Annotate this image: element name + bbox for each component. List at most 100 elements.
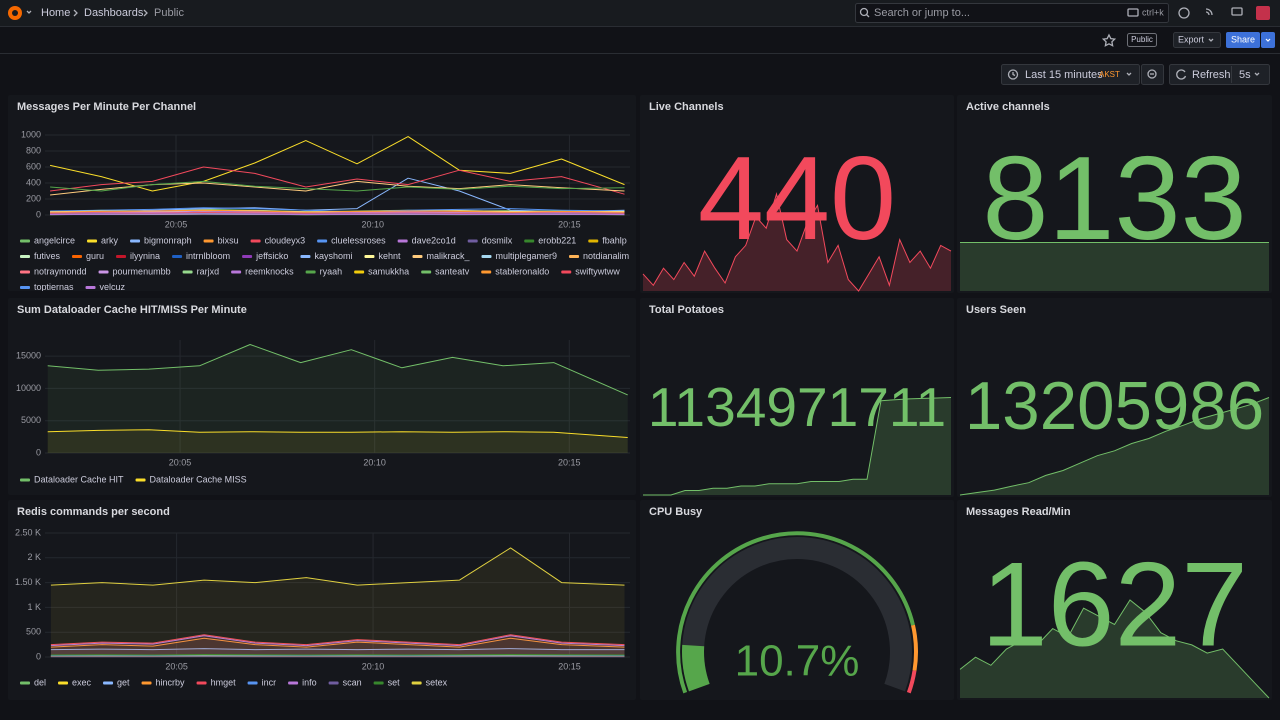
x-tick-label: 20:15 [558,219,581,229]
y-tick-label: 0 [36,209,41,219]
legend-swatch [364,255,375,258]
series-area [50,634,625,657]
x-tick-label: 20:15 [558,661,581,671]
avatar[interactable] [1256,6,1270,20]
panel: Messages Per Minute Per Channel 0 200 400 60… [8,95,636,291]
legend-swatch [231,270,242,274]
star-icon[interactable] [1101,33,1117,47]
series-line [50,655,625,657]
kiosk-icon[interactable] [1231,7,1243,16]
logo-core [12,10,18,16]
legend-swatch [288,681,299,685]
x-tick-label: 20:10 [361,219,384,229]
help-icon[interactable] [1178,7,1190,19]
panel-background [8,95,636,291]
y-tick-label: 500 [26,627,41,637]
series-line [50,547,625,586]
legend-label: set [388,677,401,687]
share-button[interactable] [1226,32,1260,48]
y-tick-label: 1000 [21,129,41,139]
sparkline-area [643,397,951,495]
news-icon[interactable] [1205,8,1213,16]
gauge-value [682,644,710,692]
legend-label: arky [101,235,119,245]
legend-label: bigmonraph [144,235,192,245]
search-box[interactable] [855,3,1169,23]
series-line [50,635,625,647]
gauge-track [682,536,912,692]
legend-swatch [247,681,258,685]
legend-label: samukkha [368,266,409,276]
logo-chevron[interactable] [26,10,32,14]
series-line [50,212,625,214]
legend-label: reemknocks [245,266,294,276]
time-picker[interactable] [1001,64,1140,85]
panel-title: Sum Dataloader Cache HIT/MISS Per Minute [17,304,247,316]
sparkline [642,192,952,292]
legend-swatch [196,681,207,685]
y-tick-label: 2.50 K [15,527,41,537]
y-tick-label: 800 [26,145,41,155]
legend-label: info [302,677,317,687]
chevron [1265,38,1271,42]
export-label[interactable]: Export [1178,34,1205,44]
y-tick-label: 0 [36,651,41,661]
legend-label: fbahlp [602,235,627,245]
y-tick-label: 10000 [16,383,41,393]
legend-label: jeffsicko [255,251,288,261]
legend-label: hincrby [156,677,186,687]
breadcrumb[interactable]: Home [41,7,70,19]
series-line [50,213,625,215]
legend-label: erobb221 [538,235,576,245]
y-tick-label: 1 K [27,602,41,612]
gauge-threshold [911,624,918,671]
legend-label: incr [262,677,277,687]
search-placeholder[interactable]: Search or jump to... [874,7,970,19]
legend-label: stableronaldo [495,266,549,276]
sparkline-area [960,242,1269,291]
legend-swatch [87,239,98,243]
panel: Sum Dataloader Cache HIT/MISS Per Minute… [8,298,636,495]
y-tick-label: 15000 [16,351,41,361]
x-tick-label: 20:10 [362,661,385,671]
series-line [50,637,625,648]
legend-swatch [130,239,141,243]
panel-background [957,298,1272,497]
legend-label: Dataloader Cache HIT [34,474,124,484]
share-label[interactable]: Share [1231,34,1255,44]
breadcrumb[interactable]: Dashboards [84,7,144,19]
legend-swatch [421,270,432,274]
legend-swatch [481,270,492,274]
legend-swatch [58,681,69,685]
time-range[interactable]: Last 15 minutes [1025,69,1103,81]
refresh-interval[interactable]: 5s [1239,69,1251,81]
export-button[interactable] [1173,32,1221,48]
series-area [50,635,625,657]
legend-label: ryaah [320,266,343,276]
legend-swatch [588,239,599,243]
legend-label: bixsu [218,235,239,245]
y-tick-label: 0 [36,447,41,457]
sparkline [959,397,1270,496]
panel: CPU Busy 10.7% [640,500,954,700]
legend-swatch [317,239,328,243]
legend-swatch [481,255,492,258]
legend-label: cluelessroses [331,235,386,245]
x-tick-label: 20:15 [558,457,581,467]
share-dropdown[interactable] [1261,32,1275,48]
refresh-button[interactable] [1169,64,1270,85]
legend-swatch [411,681,422,685]
legend-label: cloudeyx3 [265,235,306,245]
legend-label: santeatv [435,266,470,276]
legend-swatch [103,681,114,685]
refresh-label[interactable]: Refresh [1192,69,1231,81]
series-line [50,654,625,656]
panel: Redis commands per second 0 500 1 K 1.50 K 2 … [8,500,636,700]
sparkline-area [960,397,1269,495]
keyboard-icon [1127,8,1139,17]
tag [1127,33,1157,47]
legend-swatch [524,239,535,243]
series-area [50,547,625,657]
x-tick-label: 20:10 [363,457,386,467]
legend-swatch [20,286,30,289]
